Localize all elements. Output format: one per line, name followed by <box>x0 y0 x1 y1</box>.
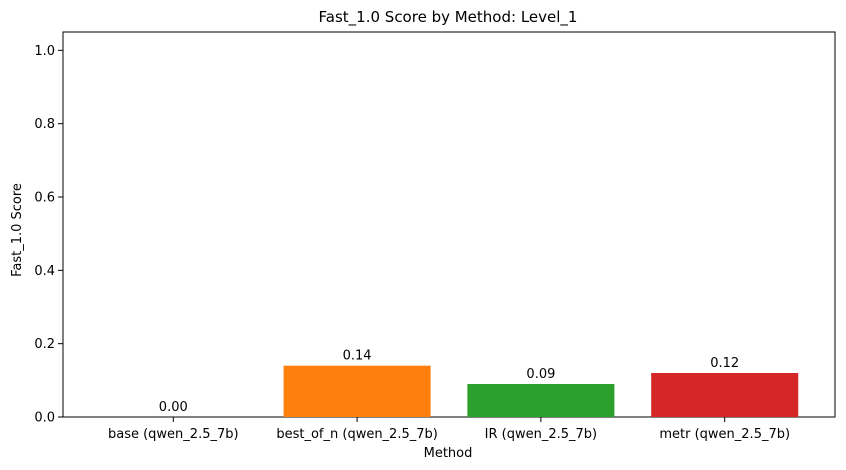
y-axis-label: Fast_1.0 Score <box>10 183 25 277</box>
y-tick-label: 0.4 <box>34 264 55 279</box>
y-tick-label: 1.0 <box>34 44 55 59</box>
data-labels-group: 0.00 0.14 0.09 0.12 <box>159 349 739 415</box>
bar-value-label: 0.12 <box>710 356 739 371</box>
x-axis-ticks: base (qwen_2.5_7b) best_of_n (qwen_2.5_7b… <box>108 417 790 442</box>
bar <box>283 365 431 417</box>
x-tick-label: best_of_n (qwen_2.5_7b) <box>276 427 437 442</box>
bar-value-label: 0.14 <box>343 349 372 364</box>
bar <box>651 373 799 417</box>
y-tick-label: 0.6 <box>34 191 55 206</box>
bar <box>467 384 615 417</box>
bars-group <box>283 365 799 417</box>
x-tick-label: base (qwen_2.5_7b) <box>108 427 239 442</box>
bar-value-label: 0.09 <box>526 367 555 382</box>
y-axis-ticks: 0.0 0.2 0.4 0.6 0.8 1.0 <box>34 44 63 426</box>
y-tick-label: 0.2 <box>34 337 55 352</box>
chart-title: Fast_1.0 Score by Method: Level_1 <box>319 8 578 27</box>
y-tick-label: 0.0 <box>34 411 55 426</box>
y-tick-label: 0.8 <box>34 117 55 132</box>
x-tick-label: IR (qwen_2.5_7b) <box>485 427 597 442</box>
x-tick-label: metr (qwen_2.5_7b) <box>659 427 790 442</box>
plot-area-frame <box>62 31 836 418</box>
x-axis-label: Method <box>424 446 473 461</box>
bar-value-label: 0.00 <box>159 400 188 415</box>
